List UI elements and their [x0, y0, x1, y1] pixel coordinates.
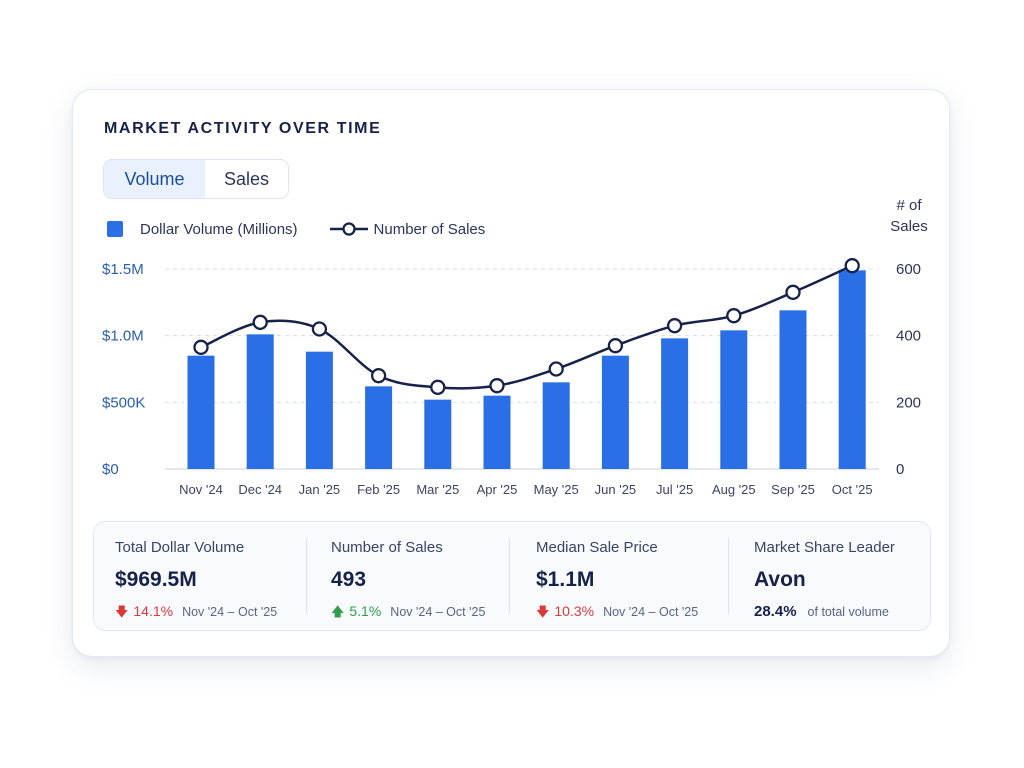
stat-change-percent: 10.3%	[554, 603, 595, 619]
y-right-tick-label: 200	[896, 394, 921, 411]
stat-period: Nov '24 – Oct '25	[390, 605, 486, 619]
y-right-tick-label: 0	[896, 461, 904, 478]
volume-bar	[365, 386, 393, 469]
stat-value: Avon	[754, 568, 806, 591]
sales-point	[193, 339, 209, 355]
toggle-sales-button[interactable]: Sales	[205, 160, 288, 198]
toggle-volume-button[interactable]: Volume	[104, 160, 205, 198]
x-tick-label: Jun '25	[595, 482, 637, 497]
stat-label: Market Share Leader	[754, 539, 895, 556]
y-right-tick-label: 600	[896, 261, 921, 278]
stat-median-price: Median Sale Price $1.1M 🡇 10.3% Nov '24 …	[509, 522, 728, 630]
sales-point	[252, 314, 268, 330]
sales-point	[370, 368, 387, 384]
stat-label: Median Sale Price	[536, 539, 658, 556]
card-title: MARKET ACTIVITY OVER TIME	[104, 120, 382, 137]
volume-bar	[424, 399, 452, 469]
stat-change: 🡅 5.1% Nov '24 – Oct '25	[331, 603, 509, 625]
volume-bar	[601, 355, 629, 469]
y-left-tick-label: $1.5M	[102, 261, 144, 278]
chart-legend: Dollar Volume (Millions) Number of Sales	[107, 219, 485, 239]
stat-change-percent: 5.1%	[349, 603, 382, 619]
volume-bar	[542, 382, 570, 469]
bar-legend-label: Dollar Volume (Millions)	[140, 220, 298, 238]
y-right-tick-label: 400	[896, 328, 921, 345]
stat-label: Number of Sales	[331, 539, 443, 556]
volume-bar	[483, 395, 511, 469]
line-legend-label: Number of Sales	[373, 220, 486, 238]
stat-number-of-sales: Number of Sales 493 🡅 5.1% Nov '24 – Oct…	[306, 522, 509, 630]
line-legend-marker-icon	[329, 222, 368, 236]
sales-point	[548, 361, 564, 377]
view-toggle: Volume Sales	[103, 159, 289, 199]
summary-stats-panel: Total Dollar Volume $969.5M 🡇 14.1% Nov …	[93, 521, 931, 631]
share-percent: 28.4%	[754, 603, 797, 620]
arrow-down-icon: 🡇	[536, 604, 550, 619]
stat-change: 🡇 14.1% Nov '24 – Oct '25	[115, 603, 306, 625]
stat-value: $969.5M	[115, 568, 197, 591]
x-tick-label: Jan '25	[299, 482, 341, 497]
arrow-up-icon: 🡅	[331, 604, 345, 619]
sales-line	[200, 264, 853, 390]
stat-period: Nov '24 – Oct '25	[182, 605, 278, 619]
x-tick-label: Dec '24	[238, 482, 282, 497]
volume-bar	[779, 310, 807, 469]
sales-point	[785, 284, 801, 300]
volume-bar	[246, 334, 274, 469]
x-tick-label: Jul '25	[656, 482, 693, 497]
x-tick-label: Apr '25	[477, 482, 518, 497]
y-left-tick-label: $1.0M	[102, 328, 144, 345]
volume-bar	[305, 351, 333, 469]
combo-chart: $0 $500K $1.0M $1.5M 0 200 400 600 Nov '24 Dec '2…	[102, 258, 921, 497]
volume-bar	[187, 355, 215, 469]
sales-point	[311, 321, 328, 337]
x-tick-label: Sep '25	[771, 482, 815, 497]
x-tick-label: Feb '25	[357, 482, 400, 497]
sales-point	[489, 378, 505, 394]
right-axis-title: # of Sales	[881, 195, 937, 237]
sales-point	[430, 379, 446, 395]
stat-period: Nov '24 – Oct '25	[603, 605, 699, 619]
x-tick-label: Mar '25	[416, 482, 459, 497]
stat-value: $1.1M	[536, 568, 595, 591]
right-axis-title-line: Sales	[890, 218, 928, 235]
sales-point	[726, 308, 742, 324]
volume-bar	[720, 330, 748, 469]
stat-value: 493	[331, 568, 367, 591]
sales-point	[607, 338, 624, 354]
stat-share: 28.4% of total volume	[754, 603, 930, 620]
volume-bar	[661, 338, 689, 469]
right-axis-title-line: # of	[896, 197, 922, 214]
stat-total-volume: Total Dollar Volume $969.5M 🡇 14.1% Nov …	[94, 522, 306, 630]
y-left-tick-label: $500K	[102, 394, 145, 411]
stat-change-percent: 14.1%	[133, 603, 174, 619]
y-left-tick-label: $0	[102, 461, 119, 478]
arrow-down-icon: 🡇	[115, 604, 129, 619]
market-activity-card: MARKET ACTIVITY OVER TIME Volume Sales D…	[72, 89, 950, 657]
sales-point	[844, 258, 860, 274]
stat-label: Total Dollar Volume	[115, 539, 245, 556]
stat-change: 🡇 10.3% Nov '24 – Oct '25	[536, 603, 728, 625]
x-tick-label: Aug '25	[712, 482, 756, 497]
share-note: of total volume	[807, 605, 889, 619]
x-tick-label: Oct '25	[832, 482, 873, 497]
stat-market-share-leader: Market Share Leader Avon 28.4% of total …	[728, 522, 930, 630]
volume-bar	[838, 270, 866, 469]
bar-legend-swatch	[107, 221, 123, 237]
sales-point	[666, 318, 683, 334]
x-tick-label: May '25	[534, 482, 579, 497]
x-tick-label: Nov '24	[179, 482, 223, 497]
